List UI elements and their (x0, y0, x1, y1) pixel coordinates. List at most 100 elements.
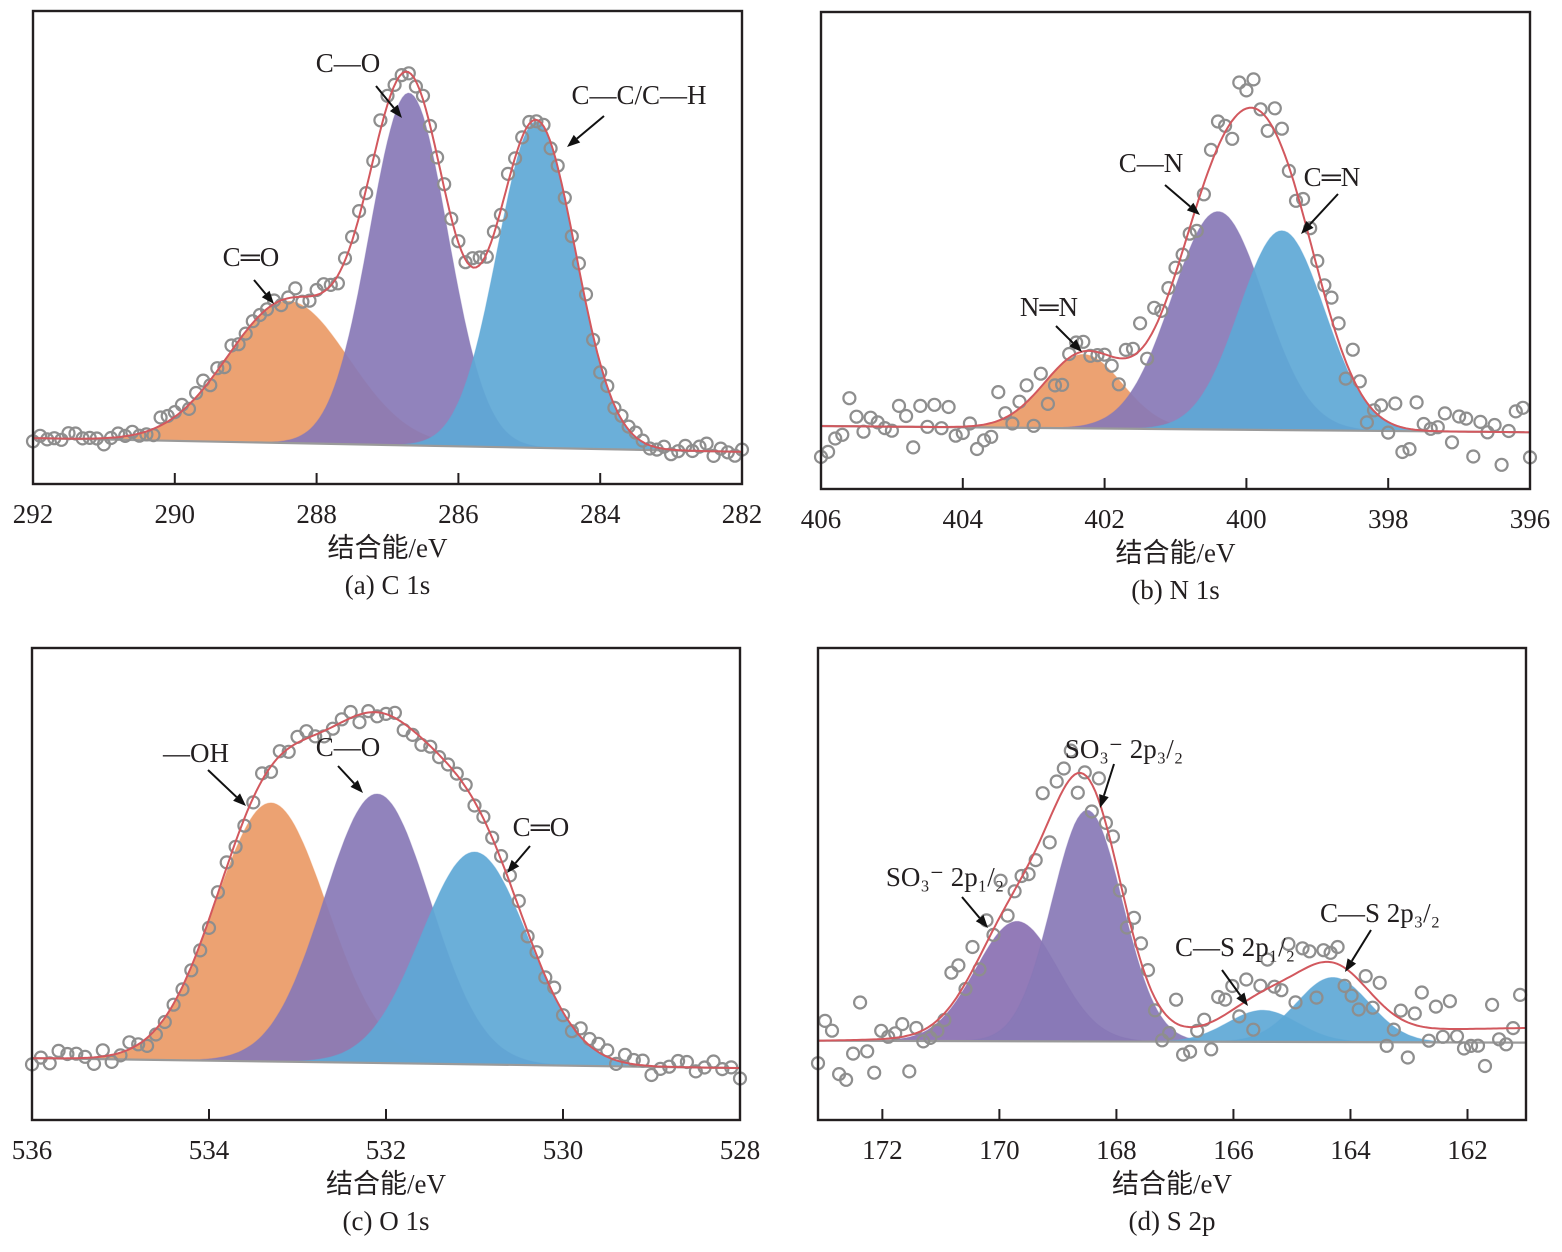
data-point (451, 234, 466, 249)
data-point (608, 1056, 624, 1072)
data-point (1054, 377, 1070, 392)
data-point (688, 1064, 703, 1079)
data-point (1386, 1022, 1401, 1037)
data-point (1451, 409, 1467, 424)
x-tick-label: 396 (1510, 504, 1551, 534)
data-point (1139, 351, 1155, 366)
peak-label: C—S 2p₃/₂ (1320, 898, 1440, 928)
data-point (1338, 371, 1353, 386)
data-point (1295, 191, 1311, 207)
data-point (1365, 1000, 1380, 1015)
data-point (444, 211, 459, 226)
peak-label: —OH (162, 738, 229, 768)
x-tick-label: 290 (155, 499, 196, 529)
annotation-arrow (253, 279, 267, 295)
data-point (1196, 187, 1212, 202)
data-point (1344, 988, 1359, 1003)
data-point (1033, 366, 1048, 381)
data-point (626, 1052, 641, 1068)
peak-annotations: —OH C—O C═O (162, 732, 569, 873)
panel-caption: (c) O 1s (343, 1206, 430, 1236)
data-point (1379, 1038, 1394, 1053)
data-point (969, 441, 985, 457)
data-point (1239, 83, 1254, 98)
annotation-arrow (1221, 969, 1242, 997)
data-point (895, 1016, 910, 1032)
data-point (1063, 743, 1078, 758)
x-tick-label: 530 (543, 1135, 584, 1165)
peak-label: C—O (316, 732, 381, 762)
data-point (600, 378, 615, 394)
annotation-arrow (514, 845, 531, 864)
plot-frame (819, 10, 1532, 491)
data-point (1246, 1022, 1261, 1037)
fit-envelope-line (817, 771, 1526, 1042)
arrow-head-icon (1099, 794, 1109, 808)
x-tick-label: 528 (720, 1135, 761, 1165)
data-point (1442, 994, 1458, 1009)
x-axis-title: 结合能/eV (1112, 1169, 1232, 1199)
arrow-head-icon (1236, 992, 1248, 1006)
data-point (635, 1053, 650, 1068)
data-point (1210, 114, 1226, 129)
plot-frame (31, 9, 744, 486)
data-point (927, 397, 942, 412)
data-point (715, 1061, 730, 1077)
data-point (1400, 1050, 1415, 1065)
data-point (1147, 1003, 1163, 1018)
data-point (845, 1046, 861, 1061)
data-point (1345, 342, 1360, 357)
data-point (458, 777, 473, 792)
peak-label: SO₃⁻ 2p₃/₂ (1065, 734, 1183, 764)
data-point (991, 385, 1006, 400)
data-point (1463, 1038, 1479, 1054)
x-ticks: 406 404 402 400 398 396 (801, 478, 1551, 534)
data-point (1494, 457, 1509, 472)
data-point (1498, 1037, 1514, 1052)
panel-o1s: 536 534 532 530 528 —OH C—O C═O 结合能/eV (c) O 1… (12, 646, 761, 1236)
data-point (1132, 316, 1148, 331)
peak-fills (820, 211, 1530, 433)
arrow-head-icon (975, 914, 988, 928)
data-point (1395, 444, 1410, 460)
arrow-head-icon (1186, 202, 1200, 215)
peak-fill-c-n (820, 211, 1530, 433)
data-point (440, 757, 456, 772)
data-point (432, 749, 447, 765)
data-point (1182, 1044, 1198, 1059)
x-tick-label: 284 (580, 499, 621, 529)
data-point (1090, 348, 1105, 363)
data-point (1484, 997, 1500, 1012)
annotation-arrow (961, 896, 981, 919)
data-point (838, 1072, 854, 1087)
data-point (302, 293, 317, 308)
panel-n1s: 406 404 402 400 398 396 N═N C—N C═N 结合能/eV (b) … (801, 10, 1551, 605)
x-tick-label: 286 (438, 499, 479, 529)
data-point (1393, 1003, 1408, 1018)
arrow-head-icon (567, 134, 581, 147)
data-point (1330, 939, 1345, 955)
data-point (139, 427, 154, 442)
data-point (1358, 968, 1373, 984)
peak-label: C—O (316, 48, 381, 78)
annotation-arrow (375, 85, 395, 109)
data-point (1267, 979, 1282, 994)
data-point (1477, 1058, 1493, 1074)
data-point (1140, 962, 1156, 978)
data-point (1421, 1033, 1437, 1048)
data-point (863, 410, 878, 425)
data-point (635, 433, 650, 448)
data-point (628, 425, 643, 440)
data-point (536, 117, 551, 132)
data-point (166, 997, 181, 1012)
data-point (860, 1044, 875, 1059)
x-tick-label: 288 (296, 499, 337, 529)
data-point (1189, 223, 1204, 238)
data-point (557, 190, 572, 205)
data-point (352, 715, 367, 730)
data-point (259, 302, 275, 317)
data-point (1204, 1042, 1219, 1057)
data-point (210, 361, 225, 376)
data-point (529, 945, 544, 960)
x-ticks: 172 170 168 166 164 162 (862, 1109, 1488, 1165)
